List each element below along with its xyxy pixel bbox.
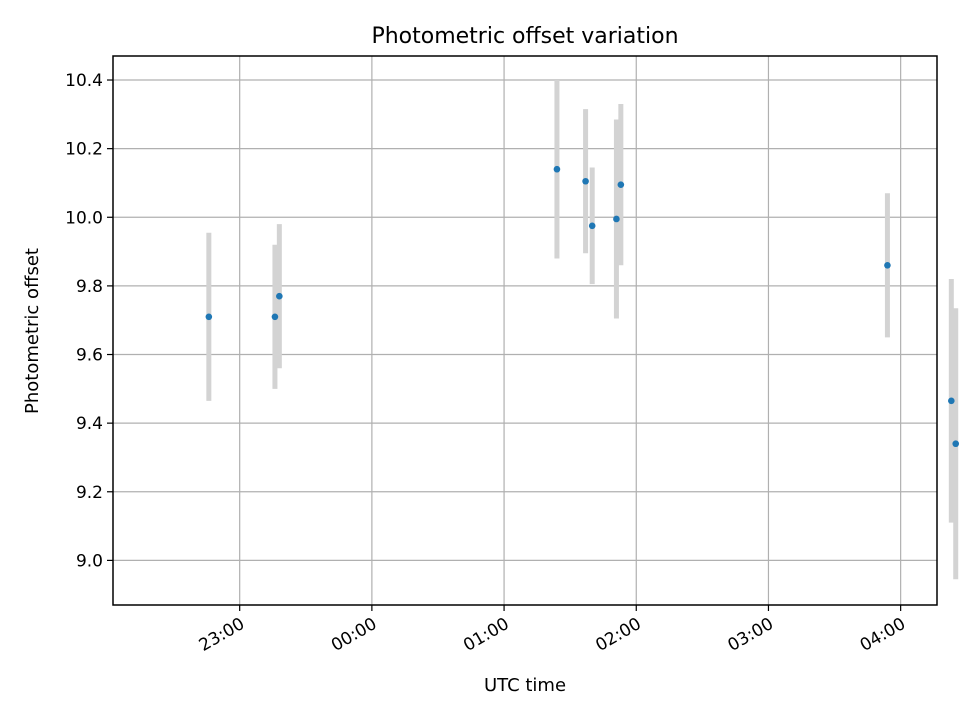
data-point	[884, 262, 891, 269]
grid-layer	[113, 56, 937, 605]
data-point	[271, 313, 279, 321]
data-point	[588, 222, 596, 230]
x-tick-label: 02:00	[592, 614, 644, 656]
y-tick-label: 10.4	[65, 71, 103, 91]
chart-title: Photometric offset variation	[371, 24, 678, 49]
x-axis-label: UTC time	[484, 675, 566, 696]
y-tick-label: 9.4	[76, 414, 103, 434]
data-point	[276, 292, 283, 300]
plot-frame	[112, 55, 938, 606]
y-tick-label: 10.2	[65, 140, 103, 160]
y-tick-label: 9.6	[76, 346, 103, 366]
y-axis-label: Photometric offset	[22, 248, 43, 414]
x-tick-label: 23:00	[196, 614, 248, 656]
data-point	[952, 440, 960, 448]
data-point	[948, 397, 955, 405]
y-tick-label: 9.8	[76, 277, 103, 297]
data-point	[582, 177, 589, 185]
errorbar-layer	[206, 80, 959, 580]
data-point	[553, 165, 561, 173]
data-point	[205, 313, 213, 321]
data-point	[613, 215, 620, 223]
x-axis-ticks: 23:00 00:00 01:00 02:00 03:00 04:00	[196, 605, 909, 656]
data-point	[617, 181, 625, 188]
point-layer	[205, 165, 960, 448]
x-tick-label: 03:00	[725, 614, 777, 656]
x-tick-label: 04:00	[857, 614, 909, 656]
y-tick-label: 9.2	[76, 483, 103, 503]
y-axis-ticks: 9.0 9.2 9.4 9.6 9.8 10.0 10.2 10.4	[65, 71, 113, 571]
y-tick-label: 10.0	[65, 208, 103, 228]
x-tick-label: 01:00	[460, 614, 512, 656]
y-tick-label: 9.0	[76, 551, 103, 571]
x-tick-label: 00:00	[328, 614, 380, 656]
